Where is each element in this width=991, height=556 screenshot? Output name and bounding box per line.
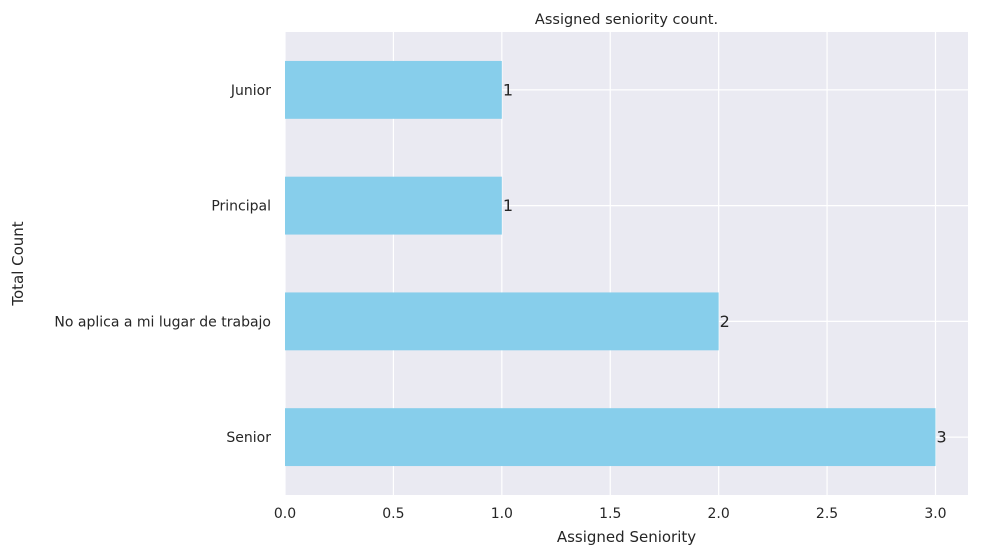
data-label-3: 1 (503, 80, 513, 99)
bar-1 (285, 292, 719, 351)
x-tick-label-1: 0.5 (382, 506, 404, 522)
bar-3 (285, 60, 502, 119)
bar-2 (285, 176, 502, 235)
data-labels: 3 2 1 1 (503, 80, 947, 446)
data-label-0: 3 (936, 428, 946, 447)
x-axis-title: Assigned Seniority (557, 528, 696, 546)
y-tick-label-0: Senior (226, 430, 271, 446)
bars (285, 60, 936, 467)
chart-title: Assigned seniority count. (535, 12, 718, 28)
x-tick-label-5: 2.5 (816, 506, 838, 522)
y-axis-title: Total Count (9, 221, 27, 306)
data-label-2: 1 (503, 196, 513, 215)
x-tick-label-6: 3.0 (924, 506, 946, 522)
bar-0 (285, 408, 936, 467)
x-tick-label-0: 0.0 (274, 506, 296, 522)
x-tick-label-2: 1.0 (491, 506, 513, 522)
y-axis-ticks: Senior No aplica a mi lugar de trabajo Pri… (54, 83, 271, 446)
y-tick-label-1: No aplica a mi lugar de trabajo (54, 314, 271, 330)
x-tick-label-4: 2.0 (708, 506, 730, 522)
y-tick-label-3: Junior (230, 83, 271, 99)
x-axis-ticks: 0.0 0.5 1.0 1.5 2.0 2.5 3.0 (274, 506, 947, 522)
x-tick-label-3: 1.5 (599, 506, 621, 522)
y-tick-label-2: Principal (211, 199, 271, 215)
data-label-1: 2 (720, 312, 730, 331)
